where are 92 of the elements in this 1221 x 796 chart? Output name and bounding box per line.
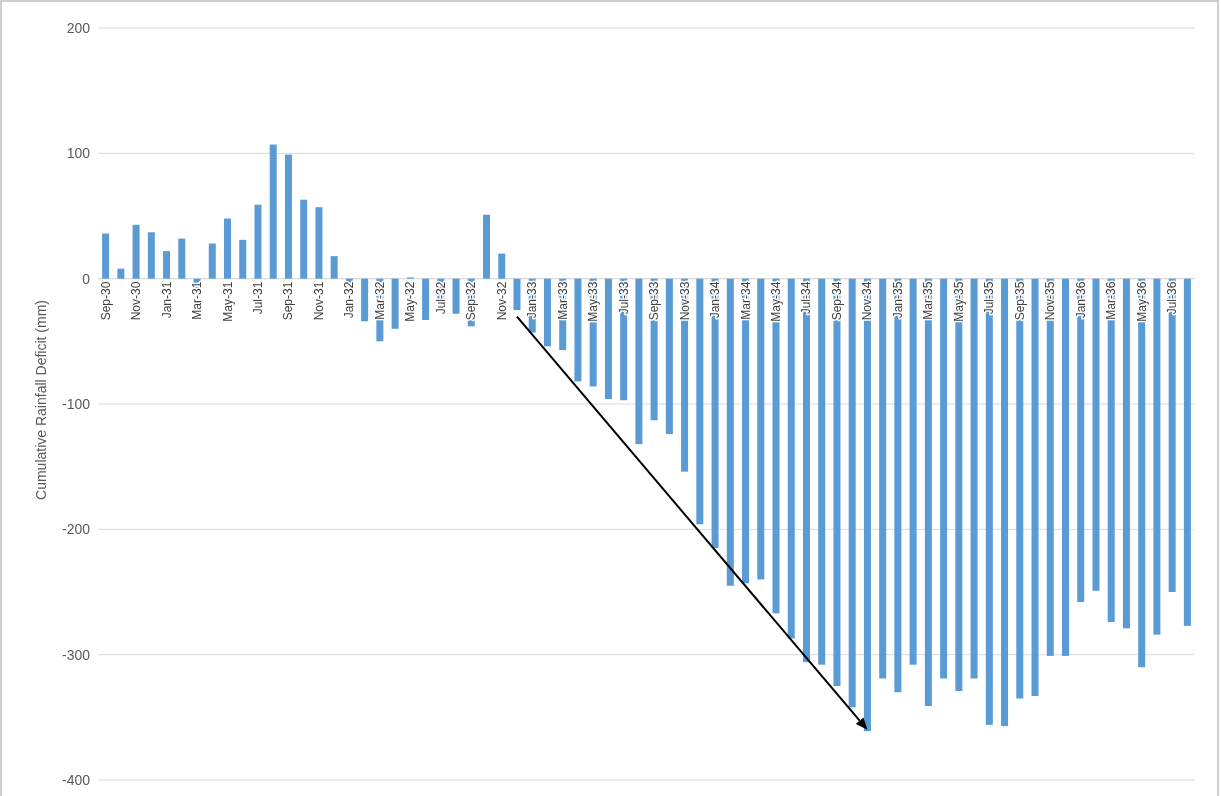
bar <box>604 278 612 399</box>
x-tick-label: Jul-35 <box>982 281 997 315</box>
bar <box>178 238 186 279</box>
bar <box>452 278 460 314</box>
x-tick-label: Mar-31 <box>190 281 205 320</box>
x-tick-label: Sep-33 <box>647 281 662 321</box>
y-tick-label: -400 <box>61 771 91 788</box>
y-tick-label: -100 <box>61 395 91 412</box>
bar <box>254 204 262 279</box>
bar <box>970 278 978 679</box>
x-tick-label: Mar-32 <box>372 281 387 320</box>
bar <box>1061 278 1069 656</box>
x-tick-label: Jan-31 <box>159 281 174 319</box>
x-tick-label: Sep-31 <box>281 281 296 321</box>
bar <box>1092 278 1100 591</box>
x-tick-label: Mar-35 <box>921 281 936 320</box>
bar <box>361 278 369 322</box>
x-tick-label: Jan-33 <box>525 281 540 319</box>
bar <box>117 268 125 279</box>
y-tick-label: -300 <box>61 646 91 663</box>
y-tick-label: 0 <box>82 270 91 287</box>
bar <box>315 207 323 279</box>
x-tick-label: Sep-32 <box>464 281 479 321</box>
x-tick-label: Mar-34 <box>738 281 753 320</box>
bar <box>284 154 292 279</box>
x-tick-label: Jul-32 <box>433 281 448 315</box>
y-tick-label: 200 <box>66 19 91 36</box>
x-tick-label: Jan-32 <box>342 281 357 319</box>
x-tick-label: Jul-34 <box>799 281 814 315</box>
bar <box>330 256 338 279</box>
x-tick-label: May-33 <box>586 281 601 322</box>
bar <box>300 199 308 279</box>
bar <box>391 278 399 329</box>
bar <box>132 224 140 279</box>
bar <box>1183 278 1191 626</box>
x-tick-label: Jan-34 <box>708 281 723 319</box>
bar <box>848 278 856 708</box>
bar <box>1001 278 1009 727</box>
bar <box>422 278 430 321</box>
bar <box>513 278 521 310</box>
y-tick-label: 100 <box>66 145 91 162</box>
bar <box>498 253 506 279</box>
x-tick-label: Jul-36 <box>1165 281 1180 315</box>
x-tick-label: Nov-30 <box>129 281 144 321</box>
y-tick-label: -200 <box>61 521 91 538</box>
bar <box>269 144 277 279</box>
x-tick-label: May-34 <box>769 281 784 322</box>
x-tick-label: Jul-31 <box>250 281 265 315</box>
bar <box>802 278 810 663</box>
bar <box>924 278 932 707</box>
bar <box>239 239 247 279</box>
bar <box>985 278 993 725</box>
x-tick-label: May-35 <box>951 281 966 322</box>
bar <box>940 278 948 679</box>
x-tick-label: May-32 <box>403 281 418 322</box>
bar <box>726 278 734 586</box>
x-tick-label: Nov-35 <box>1043 281 1058 321</box>
y-axis-title: Cumulative Rainfall Deficit (mm) <box>33 300 49 500</box>
bar <box>635 278 643 445</box>
x-tick-label: May-31 <box>220 281 235 322</box>
x-tick-label: Mar-36 <box>1104 281 1119 320</box>
x-tick-label: Nov-31 <box>311 281 326 321</box>
bar <box>163 251 171 279</box>
x-tick-label: Nov-32 <box>494 281 509 321</box>
x-tick-label: Sep-30 <box>98 281 113 321</box>
bar <box>208 243 216 279</box>
bar <box>543 278 551 347</box>
bar <box>102 233 110 279</box>
x-tick-label: Jul-33 <box>616 281 631 315</box>
bar <box>574 278 582 382</box>
x-tick-label: May-36 <box>1134 281 1149 322</box>
x-tick-label: Jan-36 <box>1073 281 1088 319</box>
bar <box>818 278 826 665</box>
bar <box>909 278 917 665</box>
x-tick-label: Nov-34 <box>860 281 875 321</box>
bar <box>787 278 795 639</box>
bar <box>894 278 902 693</box>
bar <box>1122 278 1130 629</box>
bar <box>665 278 673 435</box>
bar <box>147 232 155 279</box>
x-tick-label: Jan-35 <box>890 281 905 319</box>
bar <box>757 278 765 580</box>
x-tick-label: Mar-33 <box>555 281 570 320</box>
bar <box>696 278 704 525</box>
bar <box>879 278 887 679</box>
bar <box>483 214 491 279</box>
x-tick-label: Nov-33 <box>677 281 692 321</box>
bar <box>1031 278 1039 697</box>
x-tick-label: Sep-35 <box>1012 281 1027 321</box>
bar <box>1153 278 1161 635</box>
bar <box>224 218 232 279</box>
x-tick-label: Sep-34 <box>829 281 844 321</box>
